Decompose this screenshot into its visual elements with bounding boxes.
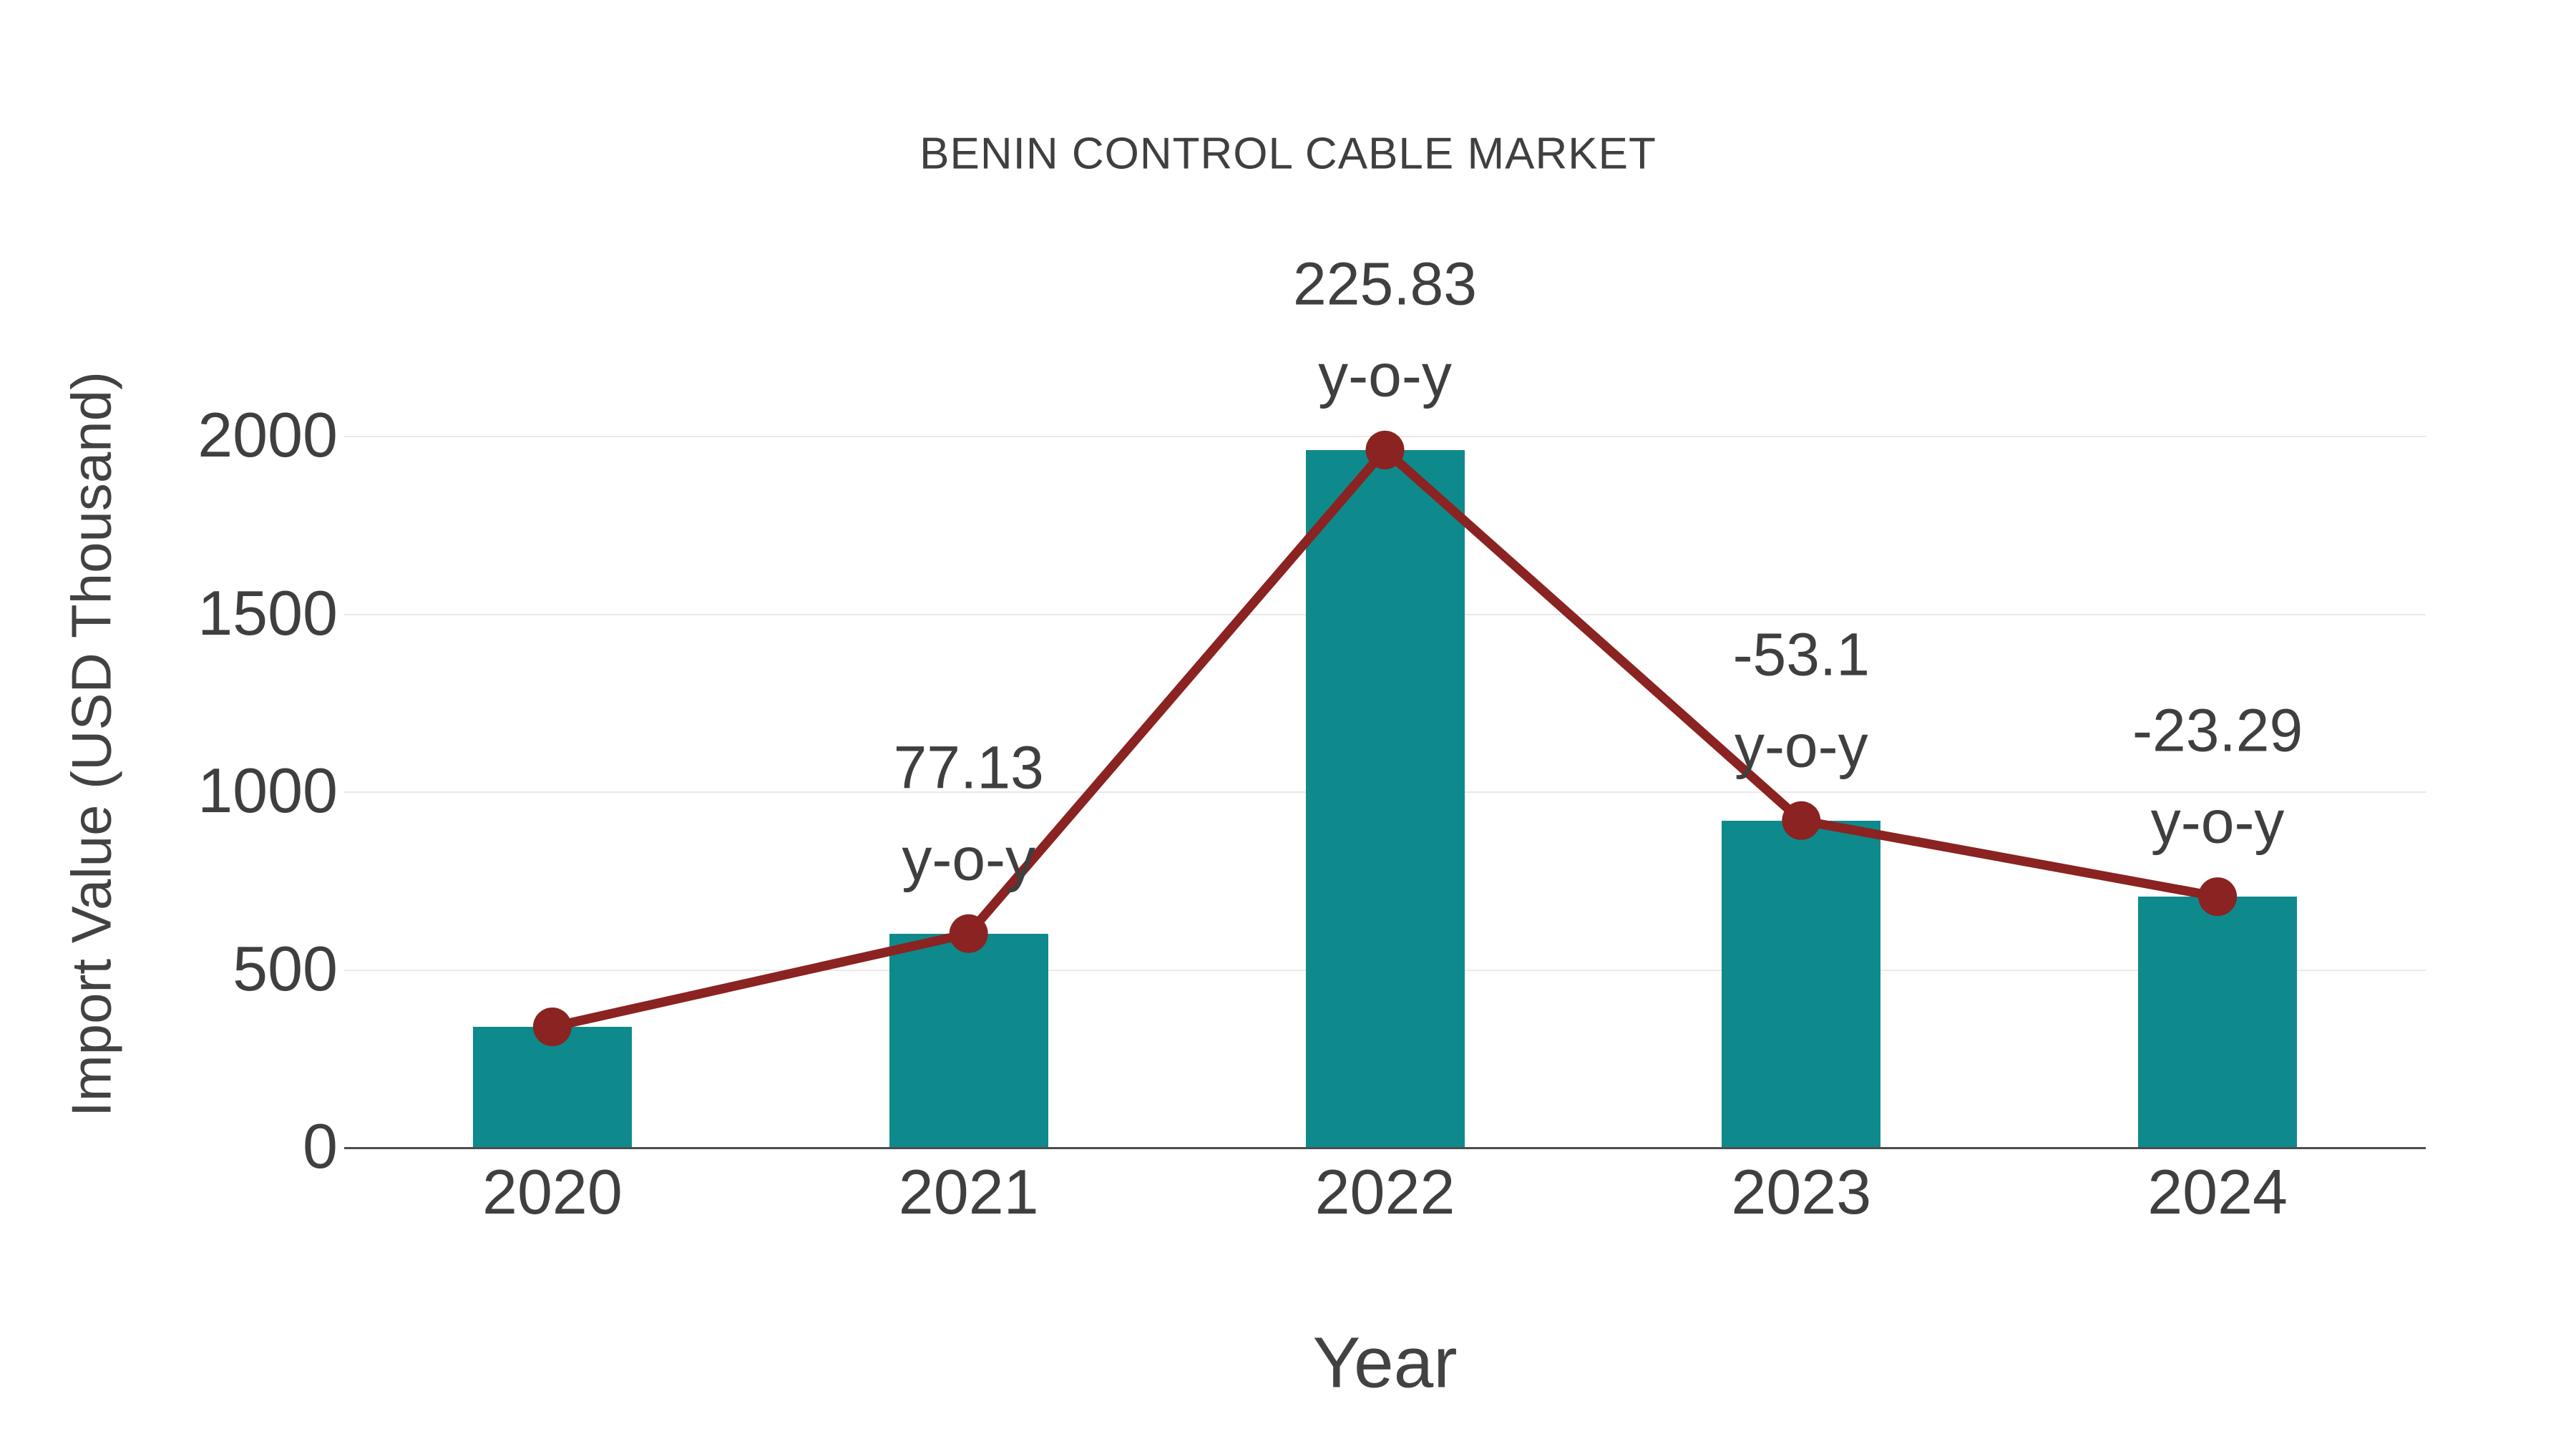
y-tick-label: 1500 bbox=[197, 577, 338, 648]
y-axis-title: Import Value (USD Thousand) bbox=[59, 371, 123, 1117]
yoy-value-label: 77.13 bbox=[893, 733, 1044, 801]
chart-title: BENIN CONTROL CABLE MARKET bbox=[919, 129, 1657, 179]
yoy-value-label: -23.29 bbox=[2132, 696, 2303, 764]
x-tick-label-2023: 2023 bbox=[1731, 1156, 1872, 1227]
import-value-bar-2021 bbox=[889, 933, 1048, 1148]
y-tick-label: 2000 bbox=[197, 399, 338, 470]
yoy-unit-label: y-o-y bbox=[902, 825, 1036, 893]
import-value-bar-2024 bbox=[2138, 897, 2298, 1148]
import-value-bar-2023 bbox=[1722, 820, 1881, 1148]
y-tick-label: 0 bbox=[303, 1110, 338, 1181]
x-tick-label-2024: 2024 bbox=[2147, 1156, 2288, 1227]
h-gridline bbox=[344, 436, 2426, 437]
import-value-bar-2020 bbox=[472, 1027, 632, 1148]
yoy-value-label: 225.83 bbox=[1293, 250, 1477, 318]
yoy-unit-label: y-o-y bbox=[2150, 788, 2285, 856]
x-tick-label-2020: 2020 bbox=[482, 1156, 623, 1227]
import-value-bar-2022 bbox=[1305, 449, 1465, 1148]
y-tick-label: 500 bbox=[233, 932, 338, 1004]
y-tick-label: 1000 bbox=[197, 754, 338, 826]
x-axis-title: Year bbox=[1312, 1322, 1458, 1403]
yoy-unit-label: y-o-y bbox=[1734, 712, 1868, 780]
x-tick-label-2022: 2022 bbox=[1314, 1156, 1455, 1227]
x-tick-label-2021: 2021 bbox=[898, 1156, 1039, 1227]
yoy-value-label: -53.1 bbox=[1732, 620, 1870, 688]
yoy-unit-label: y-o-y bbox=[1318, 341, 1452, 409]
x-axis-line bbox=[344, 1147, 2426, 1149]
